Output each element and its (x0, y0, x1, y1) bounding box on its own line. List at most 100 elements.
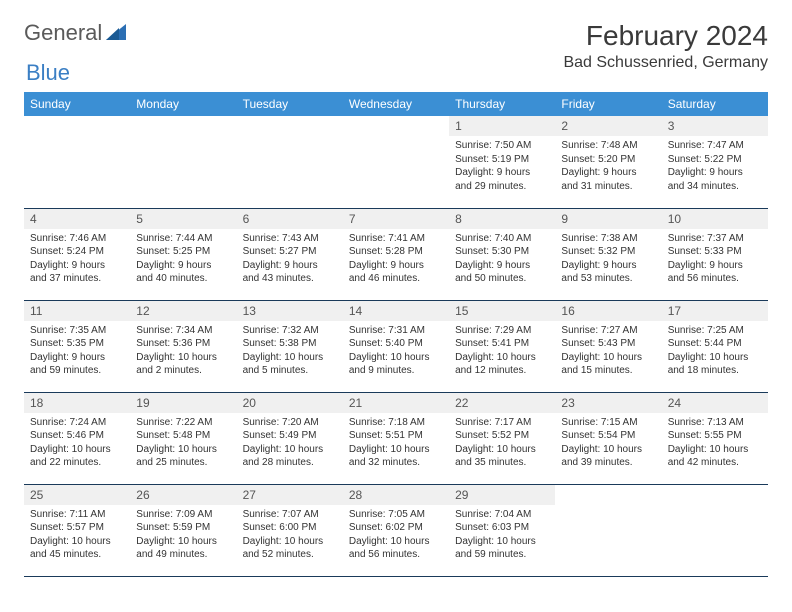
day-details: Sunrise: 7:38 AMSunset: 5:32 PMDaylight:… (555, 229, 661, 289)
calendar-row: 25Sunrise: 7:11 AMSunset: 5:57 PMDayligh… (24, 484, 768, 576)
calendar-cell: 1Sunrise: 7:50 AMSunset: 5:19 PMDaylight… (449, 116, 555, 208)
sunset-text: Sunset: 6:03 PM (455, 521, 549, 535)
day-details: Sunrise: 7:47 AMSunset: 5:22 PMDaylight:… (662, 136, 768, 196)
day-details: Sunrise: 7:04 AMSunset: 6:03 PMDaylight:… (449, 505, 555, 565)
daylight-text: Daylight: 9 hours and 29 minutes. (455, 166, 549, 193)
sunrise-text: Sunrise: 7:17 AM (455, 416, 549, 430)
daylight-text: Daylight: 9 hours and 50 minutes. (455, 259, 549, 286)
calendar-cell: .. (130, 116, 236, 208)
logo-triangle-icon (106, 22, 126, 45)
day-number: 27 (237, 485, 343, 505)
day-number: 3 (662, 116, 768, 136)
sunset-text: Sunset: 5:49 PM (243, 429, 337, 443)
calendar-cell: 17Sunrise: 7:25 AMSunset: 5:44 PMDayligh… (662, 300, 768, 392)
day-details: Sunrise: 7:27 AMSunset: 5:43 PMDaylight:… (555, 321, 661, 381)
sunrise-text: Sunrise: 7:40 AM (455, 232, 549, 246)
sunset-text: Sunset: 5:27 PM (243, 245, 337, 259)
sunset-text: Sunset: 5:55 PM (668, 429, 762, 443)
day-number: 25 (24, 485, 130, 505)
calendar-cell: 25Sunrise: 7:11 AMSunset: 5:57 PMDayligh… (24, 484, 130, 576)
sunrise-text: Sunrise: 7:34 AM (136, 324, 230, 338)
daylight-text: Daylight: 9 hours and 40 minutes. (136, 259, 230, 286)
daylight-text: Daylight: 10 hours and 39 minutes. (561, 443, 655, 470)
sunrise-text: Sunrise: 7:41 AM (349, 232, 443, 246)
day-number: 9 (555, 209, 661, 229)
daylight-text: Daylight: 9 hours and 56 minutes. (668, 259, 762, 286)
calendar-cell: 5 Sunrise: 7:44 AMSunset: 5:25 PMDaylight… (130, 208, 236, 300)
sunrise-text: Sunrise: 7:04 AM (455, 508, 549, 522)
day-details: Sunrise: 7:46 AMSunset: 5:24 PMDaylight:… (24, 229, 130, 289)
day-number: 23 (555, 393, 661, 413)
daylight-text: Daylight: 10 hours and 45 minutes. (30, 535, 124, 562)
sunrise-text: Sunrise: 7:48 AM (561, 139, 655, 153)
sunrise-text: Sunrise: 7:18 AM (349, 416, 443, 430)
daylight-text: Daylight: 10 hours and 12 minutes. (455, 351, 549, 378)
day-details: Sunrise: 7:50 AMSunset: 5:19 PMDaylight:… (449, 136, 555, 196)
day-number: 14 (343, 301, 449, 321)
daylight-text: Daylight: 10 hours and 18 minutes. (668, 351, 762, 378)
daylight-text: Daylight: 10 hours and 56 minutes. (349, 535, 443, 562)
calendar-cell: 21Sunrise: 7:18 AMSunset: 5:51 PMDayligh… (343, 392, 449, 484)
calendar-cell: .. (343, 116, 449, 208)
daylight-text: Daylight: 10 hours and 15 minutes. (561, 351, 655, 378)
sunrise-text: Sunrise: 7:20 AM (243, 416, 337, 430)
daylight-text: Daylight: 9 hours and 59 minutes. (30, 351, 124, 378)
sunrise-text: Sunrise: 7:09 AM (136, 508, 230, 522)
calendar-cell: 3Sunrise: 7:47 AMSunset: 5:22 PMDaylight… (662, 116, 768, 208)
day-number: 15 (449, 301, 555, 321)
daylight-text: Daylight: 10 hours and 2 minutes. (136, 351, 230, 378)
calendar-cell: 15Sunrise: 7:29 AMSunset: 5:41 PMDayligh… (449, 300, 555, 392)
dayhead-wed: Wednesday (343, 92, 449, 116)
sunrise-text: Sunrise: 7:44 AM (136, 232, 230, 246)
calendar-cell: 14Sunrise: 7:31 AMSunset: 5:40 PMDayligh… (343, 300, 449, 392)
sunset-text: Sunset: 5:40 PM (349, 337, 443, 351)
calendar-row: 18Sunrise: 7:24 AMSunset: 5:46 PMDayligh… (24, 392, 768, 484)
day-number: 29 (449, 485, 555, 505)
daylight-text: Daylight: 9 hours and 53 minutes. (561, 259, 655, 286)
calendar-cell: 4Sunrise: 7:46 AMSunset: 5:24 PMDaylight… (24, 208, 130, 300)
day-details: Sunrise: 7:48 AMSunset: 5:20 PMDaylight:… (555, 136, 661, 196)
daylight-text: Daylight: 9 hours and 46 minutes. (349, 259, 443, 286)
calendar-cell: 7Sunrise: 7:41 AMSunset: 5:28 PMDaylight… (343, 208, 449, 300)
calendar-cell: 2Sunrise: 7:48 AMSunset: 5:20 PMDaylight… (555, 116, 661, 208)
sunrise-text: Sunrise: 7:27 AM (561, 324, 655, 338)
day-details: Sunrise: 7:37 AMSunset: 5:33 PMDaylight:… (662, 229, 768, 289)
sunrise-text: Sunrise: 7:13 AM (668, 416, 762, 430)
sunrise-text: Sunrise: 7:22 AM (136, 416, 230, 430)
sunset-text: Sunset: 5:46 PM (30, 429, 124, 443)
calendar-row: ........1Sunrise: 7:50 AMSunset: 5:19 PM… (24, 116, 768, 208)
calendar-cell: 29Sunrise: 7:04 AMSunset: 6:03 PMDayligh… (449, 484, 555, 576)
sunrise-text: Sunrise: 7:38 AM (561, 232, 655, 246)
calendar-cell: 22Sunrise: 7:17 AMSunset: 5:52 PMDayligh… (449, 392, 555, 484)
day-details: Sunrise: 7:17 AMSunset: 5:52 PMDaylight:… (449, 413, 555, 473)
day-number: 28 (343, 485, 449, 505)
day-details: Sunrise: 7:22 AMSunset: 5:48 PMDaylight:… (130, 413, 236, 473)
sunrise-text: Sunrise: 7:35 AM (30, 324, 124, 338)
sunset-text: Sunset: 5:30 PM (455, 245, 549, 259)
day-number: 4 (24, 209, 130, 229)
calendar-cell: 11Sunrise: 7:35 AMSunset: 5:35 PMDayligh… (24, 300, 130, 392)
day-number: 21 (343, 393, 449, 413)
sunset-text: Sunset: 6:00 PM (243, 521, 337, 535)
sunset-text: Sunset: 5:54 PM (561, 429, 655, 443)
day-number: 2 (555, 116, 661, 136)
day-details: Sunrise: 7:05 AMSunset: 6:02 PMDaylight:… (343, 505, 449, 565)
day-number: 5 (130, 209, 236, 229)
day-details: Sunrise: 7:34 AMSunset: 5:36 PMDaylight:… (130, 321, 236, 381)
dayhead-tue: Tuesday (237, 92, 343, 116)
day-details: Sunrise: 7:11 AMSunset: 5:57 PMDaylight:… (24, 505, 130, 565)
sunset-text: Sunset: 5:19 PM (455, 153, 549, 167)
daylight-text: Daylight: 10 hours and 9 minutes. (349, 351, 443, 378)
calendar-cell: 6Sunrise: 7:43 AMSunset: 5:27 PMDaylight… (237, 208, 343, 300)
day-details: Sunrise: 7:18 AMSunset: 5:51 PMDaylight:… (343, 413, 449, 473)
sunrise-text: Sunrise: 7:50 AM (455, 139, 549, 153)
calendar-table: Sunday Monday Tuesday Wednesday Thursday… (24, 92, 768, 577)
daylight-text: Daylight: 10 hours and 49 minutes. (136, 535, 230, 562)
sunset-text: Sunset: 5:25 PM (136, 245, 230, 259)
sunset-text: Sunset: 5:57 PM (30, 521, 124, 535)
day-details: Sunrise: 7:35 AMSunset: 5:35 PMDaylight:… (24, 321, 130, 381)
sunrise-text: Sunrise: 7:07 AM (243, 508, 337, 522)
sunrise-text: Sunrise: 7:43 AM (243, 232, 337, 246)
day-number: 13 (237, 301, 343, 321)
daylight-text: Daylight: 10 hours and 52 minutes. (243, 535, 337, 562)
